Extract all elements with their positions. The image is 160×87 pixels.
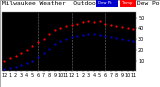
Point [14,56,17,57]
Point [37,42,39,43]
Text: Dew Pt: Dew Pt [98,1,111,5]
Text: Milwaukee Weather  Outdoor Temp  vs Dew Point  (24 Hours): Milwaukee Weather Outdoor Temp vs Dew Po… [2,1,160,6]
Point [76,23,79,25]
Point [48,33,51,34]
Point [109,36,112,38]
Point [37,57,39,58]
Point [59,41,62,42]
Point [98,34,101,35]
Point [132,29,134,30]
Point [3,68,6,70]
Point [3,60,6,61]
Point [65,38,67,40]
Point [115,25,118,27]
Point [31,45,34,46]
Point [14,66,17,68]
Point [121,38,123,40]
Point [70,24,73,26]
Point [65,25,67,27]
Point [9,58,11,59]
Point [31,60,34,61]
Point [93,21,95,23]
Point [42,52,45,54]
Point [48,48,51,49]
Point [20,64,22,66]
Point [126,39,129,41]
Point [9,67,11,69]
Point [109,24,112,26]
Point [81,34,84,35]
Point [132,41,134,42]
Point [115,37,118,39]
Point [59,28,62,29]
Point [25,62,28,63]
Point [20,52,22,54]
Point [42,38,45,40]
Point [76,35,79,37]
Point [126,28,129,29]
Point [53,44,56,45]
Point [121,27,123,28]
Point [53,30,56,31]
Point [81,21,84,23]
Point [70,36,73,38]
Point [87,33,90,34]
Point [93,33,95,34]
Point [25,49,28,51]
Point [104,23,107,25]
Point [87,20,90,21]
Point [104,35,107,37]
Text: Temp: Temp [122,1,132,5]
Point [98,20,101,21]
